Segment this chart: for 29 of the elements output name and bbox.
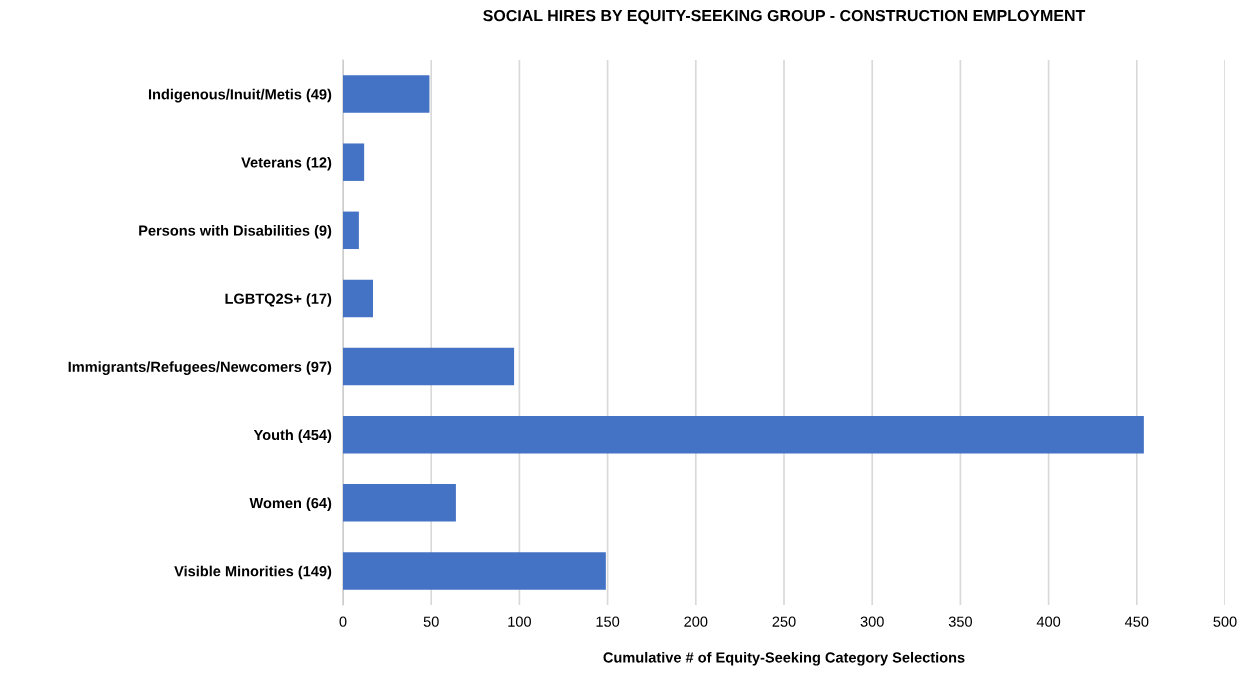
bar [343,484,456,522]
x-tick-label: 350 [948,616,972,627]
bar [343,552,606,590]
x-tick-label: 150 [596,616,620,627]
bar [343,415,1144,454]
x-tick-label: 450 [1124,616,1149,627]
x-tick-label: 500 [1213,616,1237,627]
y-tick-label: Women (64) [249,497,332,512]
y-tick-label: LGBTQ2S+ (17) [225,293,332,307]
chart-title: SOCIAL HIRES BY EQUITY-SEEKING GROUP - CONSTRUCTION EMPLOYMENT [483,9,1086,25]
y-tick-label: Indigenous/Inuit/Metis (49) [148,88,332,103]
y-tick-label: Persons with Disabilities (9) [139,225,332,239]
bar [343,211,359,250]
x-tick-label: 400 [1036,616,1061,627]
bar [343,347,515,386]
y-tick-label: Visible Minorities (149) [174,565,332,580]
bar [343,75,430,113]
x-tick-label: 100 [508,616,531,627]
x-tick-label: 200 [684,616,708,627]
bar [343,279,373,318]
x-tick-label: 300 [860,616,884,627]
y-tick-label: Immigrants/Refugees/Newcomers (97) [68,361,332,375]
bar [343,143,365,181]
x-tick-label: 0 [339,616,347,627]
y-tick-label: Veterans (12) [241,156,332,171]
x-axis-title: Cumulative # of Equity-Seeking Category Selections [603,651,965,666]
y-tick-label: Youth (454) [253,429,332,443]
x-tick-label: 250 [772,616,796,627]
x-tick-label: 50 [423,616,439,627]
